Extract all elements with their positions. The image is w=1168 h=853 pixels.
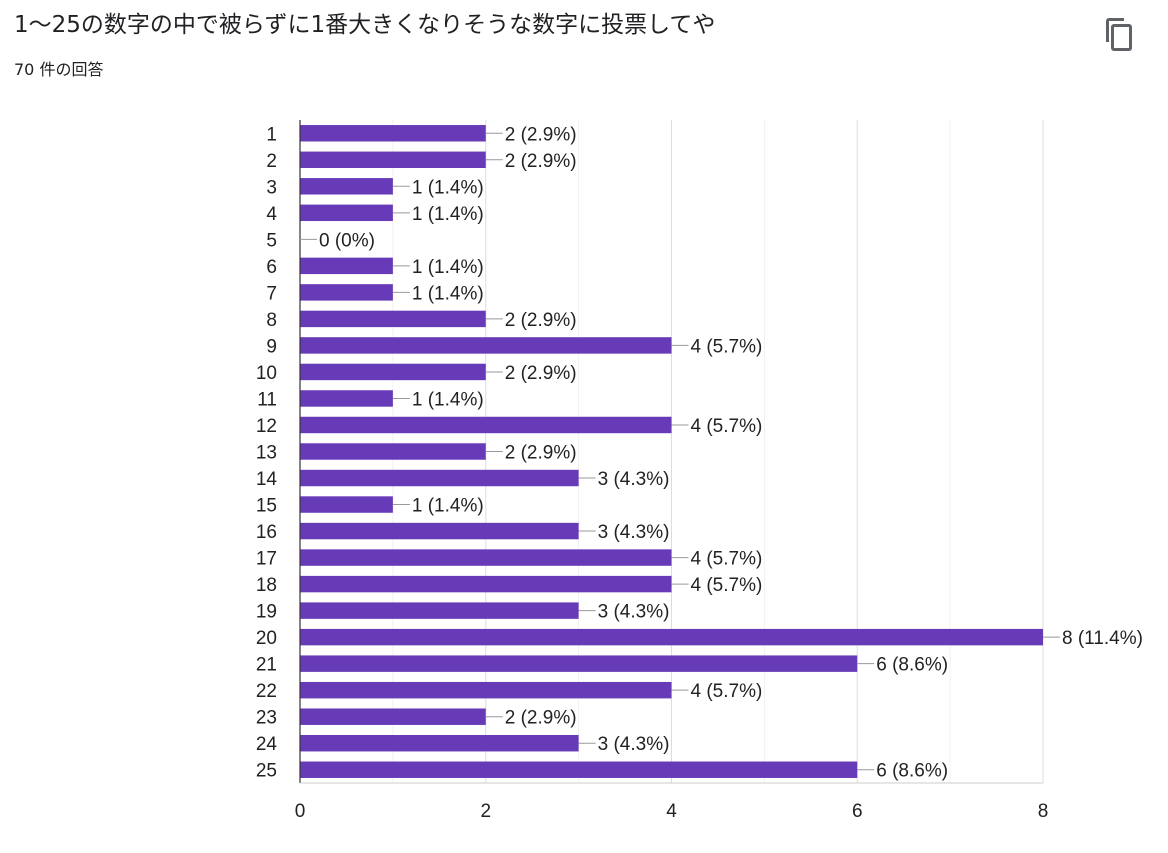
category-label-2: 2 [266, 151, 277, 172]
category-label-23: 23 [256, 708, 277, 729]
bar-19 [300, 602, 579, 619]
x-tick-label-0: 0 [295, 801, 306, 822]
category-label-12: 12 [256, 416, 277, 437]
data-label-1: 2 (2.9%) [505, 124, 577, 145]
category-label-7: 7 [266, 283, 277, 304]
bar-11 [300, 390, 393, 407]
bar-1 [300, 125, 486, 142]
x-tick-label-6: 6 [852, 801, 863, 822]
copy-icon [1106, 18, 1132, 51]
data-label-22: 4 (5.7%) [691, 681, 763, 702]
category-label-22: 22 [256, 681, 277, 702]
category-label-16: 16 [256, 522, 277, 543]
data-label-23: 2 (2.9%) [505, 708, 577, 729]
data-label-4: 1 (1.4%) [412, 204, 484, 225]
category-label-24: 24 [256, 734, 278, 755]
data-label-24: 3 (4.3%) [598, 734, 670, 755]
response-count: 70 件の回答 [14, 60, 104, 79]
bar-4 [300, 204, 393, 222]
category-label-10: 10 [256, 363, 277, 384]
bar-6 [300, 257, 393, 275]
category-label-6: 6 [266, 257, 277, 278]
bar-25 [300, 761, 858, 778]
data-label-11: 1 (1.4%) [412, 389, 484, 410]
copy-chart-button[interactable] [1098, 12, 1140, 54]
data-label-10: 2 (2.9%) [505, 363, 577, 384]
category-label-19: 19 [256, 602, 277, 623]
bar-12 [300, 416, 672, 434]
x-tick-label-2: 2 [480, 801, 491, 822]
bar-22 [300, 681, 672, 699]
category-label-4: 4 [266, 204, 277, 225]
category-label-21: 21 [256, 655, 277, 676]
data-label-17: 4 (5.7%) [691, 549, 763, 570]
bar-8 [300, 310, 486, 328]
category-label-20: 20 [256, 628, 277, 649]
data-label-14: 3 (4.3%) [598, 469, 670, 490]
bar-15 [300, 496, 393, 513]
data-label-3: 1 (1.4%) [412, 177, 484, 198]
data-label-20: 8 (11.4%) [1062, 628, 1143, 649]
question-title: 1〜25の数字の中で被らずに1番大きくなりそうな数字に投票してや [14, 12, 716, 38]
bar-7 [300, 284, 393, 301]
data-label-12: 4 (5.7%) [691, 416, 763, 437]
category-label-11: 11 [257, 389, 277, 410]
bar-2 [300, 151, 486, 169]
data-label-15: 1 (1.4%) [412, 496, 484, 517]
bar-24 [300, 734, 579, 752]
bar-20 [300, 628, 1043, 646]
category-label-14: 14 [256, 469, 278, 490]
bar-14 [300, 469, 579, 487]
data-label-9: 4 (5.7%) [691, 336, 763, 357]
data-label-8: 2 (2.9%) [505, 310, 577, 331]
bar-3 [300, 178, 393, 195]
bar-10 [300, 363, 486, 381]
bars [300, 125, 1043, 778]
data-label-5: 0 (0%) [319, 230, 375, 251]
category-label-8: 8 [266, 310, 277, 331]
bar-16 [300, 522, 579, 540]
bar-17 [300, 549, 672, 566]
bar-23 [300, 708, 486, 725]
category-label-5: 5 [266, 230, 277, 251]
data-label-16: 3 (4.3%) [598, 522, 670, 543]
category-label-9: 9 [266, 336, 277, 357]
x-tick-label-8: 8 [1038, 801, 1049, 822]
bar-18 [300, 575, 672, 593]
category-label-15: 15 [256, 496, 277, 517]
data-label-7: 1 (1.4%) [412, 283, 484, 304]
labels: 0 2 4 6 81 2 (2.9%)2 2 (2.9%)3 1 (1.4%)4 1 (1.4%… [256, 124, 1143, 822]
x-tick-label-4: 4 [666, 801, 677, 822]
bar-9 [300, 337, 672, 354]
data-label-13: 2 (2.9%) [505, 443, 577, 464]
category-label-18: 18 [256, 575, 277, 596]
bar-13 [300, 443, 486, 460]
data-label-19: 3 (4.3%) [598, 602, 670, 623]
category-label-1: 1 [266, 124, 277, 145]
category-label-25: 25 [256, 761, 277, 782]
data-label-25: 6 (8.6%) [876, 761, 948, 782]
data-label-18: 4 (5.7%) [691, 575, 763, 596]
category-label-17: 17 [256, 549, 277, 570]
bar-21 [300, 655, 858, 672]
data-label-2: 2 (2.9%) [505, 151, 577, 172]
category-label-13: 13 [256, 443, 277, 464]
data-label-21: 6 (8.6%) [876, 655, 948, 676]
data-label-6: 1 (1.4%) [412, 257, 484, 278]
category-label-3: 3 [266, 177, 277, 198]
axes [299, 120, 1043, 784]
